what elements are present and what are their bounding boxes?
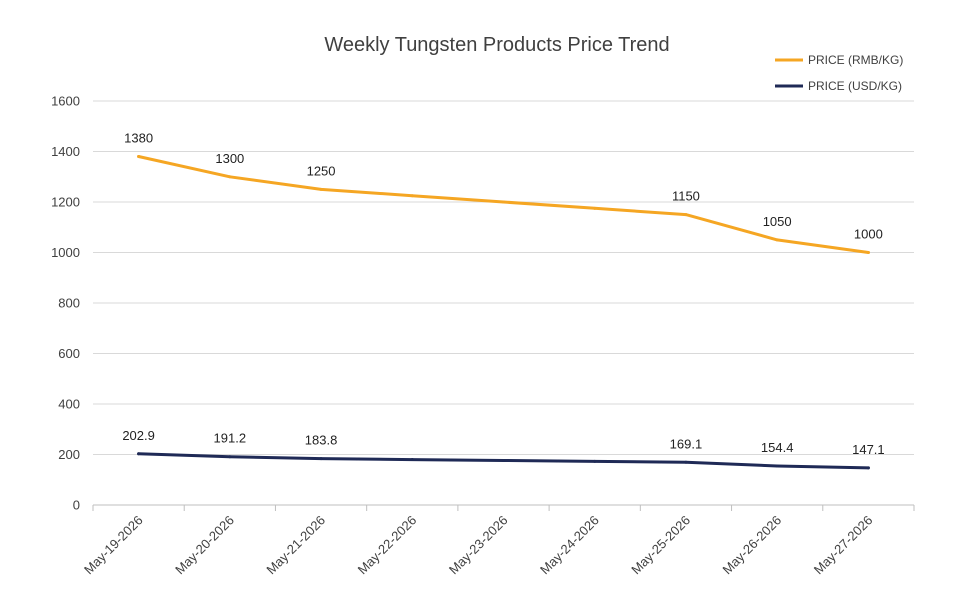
- data-point: [410, 458, 414, 462]
- data-point: [502, 458, 505, 462]
- x-tick-label: May-25-2026: [628, 513, 693, 578]
- y-tick-label: 1200: [51, 195, 80, 210]
- data-label: 183.8: [305, 433, 338, 448]
- y-tick-label: 1400: [51, 144, 80, 159]
- legend-label-rmb: PRICE (RMB/KG): [808, 53, 903, 67]
- x-tick-label: May-22-2026: [355, 513, 420, 578]
- data-point: [137, 452, 141, 456]
- x-axis-ticks: May-19-2026 May-20-2026 May-21-2026 May-22-…: [81, 505, 915, 578]
- legend: PRICE (RMB/KG) PRICE (USD/KG): [775, 53, 903, 93]
- y-tick-label: 0: [73, 498, 80, 513]
- data-labels: 1380 1300 1250 1150 1050 1000 202.9 191.2 183.8 1…: [122, 131, 884, 457]
- y-tick-label: 1000: [51, 245, 80, 260]
- y-tick-label: 200: [58, 447, 80, 462]
- y-axis-ticks: 0 200 400 600 800 1000 1200 1400 1600: [51, 94, 80, 513]
- series: [137, 155, 870, 470]
- data-label: 1250: [307, 163, 336, 178]
- data-label: 154.4: [761, 440, 794, 455]
- data-label: 147.1: [852, 442, 885, 457]
- data-label: 169.1: [670, 436, 703, 451]
- data-point: [866, 251, 870, 254]
- data-point: [137, 155, 141, 159]
- series-line-0: [137, 155, 870, 254]
- x-tick-label: May-20-2026: [172, 513, 237, 578]
- legend-label-usd: PRICE (USD/KG): [808, 79, 902, 93]
- data-point: [684, 213, 688, 217]
- data-label: 1380: [124, 131, 153, 146]
- data-label: 1150: [672, 189, 700, 204]
- chart-title: Weekly Tungsten Products Price Trend: [324, 34, 669, 56]
- x-tick-label: May-23-2026: [446, 513, 511, 578]
- data-point: [593, 206, 597, 210]
- y-tick-label: 800: [58, 296, 80, 311]
- x-tick-label: May-27-2026: [811, 513, 876, 578]
- x-tick-label: May-26-2026: [720, 513, 785, 578]
- data-point: [228, 175, 232, 179]
- data-point: [502, 200, 505, 204]
- data-point: [410, 194, 414, 198]
- data-point: [593, 459, 597, 463]
- data-label: 202.9: [122, 428, 155, 443]
- data-label: 1000: [854, 227, 883, 242]
- y-tick-label: 600: [58, 346, 80, 361]
- data-point: [775, 464, 779, 468]
- x-tick-label: May-21-2026: [263, 513, 328, 578]
- gridlines: [93, 100, 914, 506]
- data-label: 1300: [215, 151, 244, 166]
- data-point: [319, 457, 323, 461]
- y-tick-label: 1600: [51, 94, 80, 109]
- data-point: [684, 460, 688, 464]
- data-point: [866, 466, 870, 470]
- x-tick-label: May-24-2026: [537, 513, 602, 578]
- data-label: 191.2: [214, 431, 247, 446]
- y-tick-label: 400: [58, 397, 80, 412]
- data-point: [228, 455, 232, 459]
- data-point: [775, 238, 779, 242]
- x-tick-label: May-19-2026: [81, 513, 146, 578]
- data-point: [319, 187, 323, 191]
- data-label: 1050: [763, 214, 792, 229]
